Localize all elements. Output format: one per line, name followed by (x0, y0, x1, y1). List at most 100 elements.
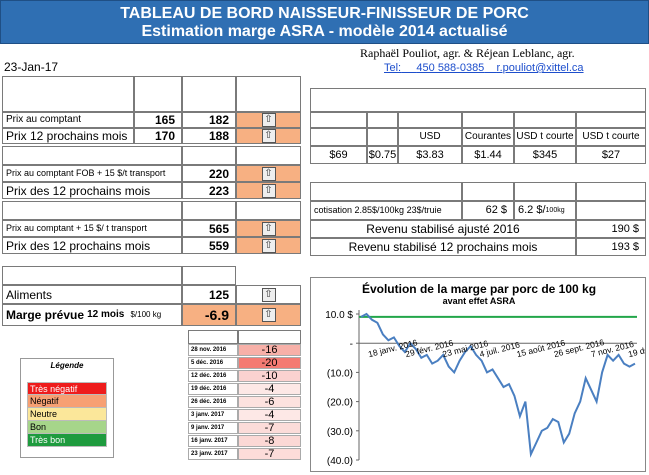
cme-header: Bourse de Chicago (CME) (310, 88, 646, 112)
cme-value-cell: $0.75 (367, 146, 398, 164)
porc-comptant-100kg: 182 (182, 112, 236, 128)
email-link[interactable]: r.pouliot@xittel.ca (496, 62, 584, 74)
authors: Raphaël Pouliot, agr. & Réjean Leblanc, … (360, 46, 575, 60)
report-date: 23-Jan-17 (4, 60, 59, 74)
cotisation-engrais: 6.2 $/ 100kg (514, 201, 576, 220)
up-arrow-icon: ⇧ (261, 166, 276, 181)
up-arrow-icon: ⇧ (261, 113, 276, 127)
cme-value-cell: $3.83 (398, 146, 462, 164)
cotisation-engrais-unit: 100kg (545, 207, 565, 214)
history-marge-value: -4 (238, 409, 301, 421)
history-date: 16 janv. 2017 (188, 435, 238, 447)
variation-header: Variation (236, 76, 301, 112)
mais-comptant-variation: ⇧ (236, 165, 301, 182)
history-marge-value: -7 (238, 448, 301, 460)
history-marge-value: -7 (238, 422, 301, 434)
marge-prevue-label: Marge prévue (6, 308, 85, 322)
aliments-variation: ⇧ (236, 285, 301, 304)
cme-unit-cell (367, 128, 398, 146)
chart-subtitle: avant effet ASRA (442, 296, 516, 306)
cme-unit-cell: Courantes (462, 128, 514, 146)
legend-item: Neutre (27, 408, 107, 421)
marge-prevue-value: -6.9 (182, 304, 236, 326)
porc-comptant-pool: 165 (134, 112, 182, 128)
history-marge-value: -8 (238, 435, 301, 447)
up-arrow-icon: ⇧ (261, 308, 276, 322)
porc-comptant-variation: ⇧ (236, 112, 301, 128)
porc-12mois-label: Prix 12 prochains mois (2, 128, 134, 144)
porc-12mois-100kg: 188 (182, 128, 236, 144)
history-date: 9 janv. 2017 (188, 422, 238, 434)
dashboard-subtitle: Estimation marge ASRA - modèle 2014 actu… (141, 23, 508, 40)
margin-chart: Évolution de la marge par porc de 100 kg… (310, 277, 646, 472)
cotisation-engrais-value: 6.2 $/ (518, 204, 546, 216)
chart-series-line (360, 312, 636, 458)
soya-12mois-value: 559 (182, 237, 236, 254)
marge-prevue-unit: $/100 kg (130, 310, 162, 319)
soya-header-spacer (236, 201, 301, 220)
cotisation-nf-empty (576, 201, 646, 220)
mais-12mois-label: Prix des 12 prochains mois (2, 182, 182, 199)
up-arrow-icon: ⇧ (261, 129, 276, 143)
cme-header-cell: moy Hog (310, 112, 367, 128)
cme-value-cell: $1.44 (462, 146, 514, 164)
up-arrow-icon: ⇧ (261, 238, 276, 253)
rev-12-value: 193 $ (576, 238, 646, 256)
history-marge-value: -10 (238, 370, 301, 382)
marge-prevue-row: Marge prévue 12 mois $/100 kg (2, 304, 182, 326)
chart-y-tick-label: (20.0) (327, 398, 353, 409)
mais-unit-header: $/t (182, 146, 236, 165)
soya-comptant-label: Prix au comptant + 15 $/ t transport (2, 220, 182, 237)
mais-12mois-variation: ⇧ (236, 182, 301, 199)
legend-title: Légende (50, 361, 84, 370)
cme-header-cell: moy Corn (398, 112, 462, 128)
history-marge-value: -4 (238, 383, 301, 395)
rev-12-label: Revenu stabilisé 12 prochains mois (310, 238, 576, 256)
up-arrow-icon: ⇧ (261, 183, 276, 198)
porc-title: Porc (6, 86, 35, 102)
chart-title: Évolution de la marge par porc de 100 kg (361, 282, 597, 296)
cme-unit-cell: USD (398, 128, 462, 146)
rev-ajuste-label: Revenu stabilisé ajusté 2016 (310, 220, 576, 238)
history-marge-value: -16 (238, 344, 301, 356)
soya-12mois-label: Prix des 12 prochains mois (2, 237, 182, 254)
contact-line[interactable]: Tel: 450 588-0385 r.pouliot@xittel.ca (384, 62, 584, 74)
up-arrow-icon: ⇧ (261, 287, 276, 302)
porc-100kg-header: $/ porc de 100kg (182, 76, 236, 112)
soya-comptant-variation: ⇧ (236, 220, 301, 237)
pool-header: $ pool (134, 76, 182, 112)
cme-value-cell: $345 (514, 146, 576, 164)
soya-header: Tourteau de soya (2, 201, 182, 220)
cme-unit-cell: USD t courte (576, 128, 646, 146)
history-date: 28 nov. 2016 (188, 344, 238, 356)
calcul-header: Calculs marge modèle N-F (2, 266, 182, 285)
history-date: 23 janv. 2017 (188, 448, 238, 460)
dashboard-title: TABLEAU DE BORD NAISSEUR-FINISSEUR DE PO… (120, 5, 529, 22)
history-date: 19 déc. 2016 (188, 383, 238, 395)
porc-100kg-line2: de 100kg (189, 96, 229, 106)
cme-header-cell: prime (576, 112, 646, 128)
asra-nf-header: N- F /100kg (576, 182, 646, 201)
aliments-label: Aliments (2, 285, 182, 304)
soya-unit-header: $/t (182, 201, 236, 220)
cme-header-cell: CAD (367, 112, 398, 128)
legend-item: Négatif (27, 395, 107, 408)
cotisation-label: cotisation 2.85$/100kg 23$/truie (310, 201, 462, 220)
cotisation-truie: 62 $ (462, 201, 514, 220)
chart-y-tick-label: - (350, 339, 353, 350)
soya-12mois-variation: ⇧ (236, 237, 301, 254)
history-marge-value: -6 (238, 396, 301, 408)
legend-item: Très bon (27, 434, 107, 447)
asra-header: prévision ASRA 2016 net (310, 182, 462, 201)
tel-number[interactable]: 450 588-0385 (416, 62, 485, 74)
porc-12mois-pool: 170 (134, 128, 182, 144)
legend-items: Très négatif Négatif Neutre Bon Très bon (21, 382, 113, 447)
porc-comptant-label: Prix au comptant (2, 112, 134, 128)
history-date: 26 déc. 2016 (188, 396, 238, 408)
history-date: 12 déc. 2016 (188, 370, 238, 382)
history-marge-value: -20 (238, 357, 301, 369)
dashboard-banner: TABLEAU DE BORD NAISSEUR-FINISSEUR DE PO… (0, 0, 649, 44)
history-date-header: en date du (188, 330, 238, 344)
history-marge-header: marge/porc (238, 330, 301, 344)
history-date: 3 janv. 2017 (188, 409, 238, 421)
